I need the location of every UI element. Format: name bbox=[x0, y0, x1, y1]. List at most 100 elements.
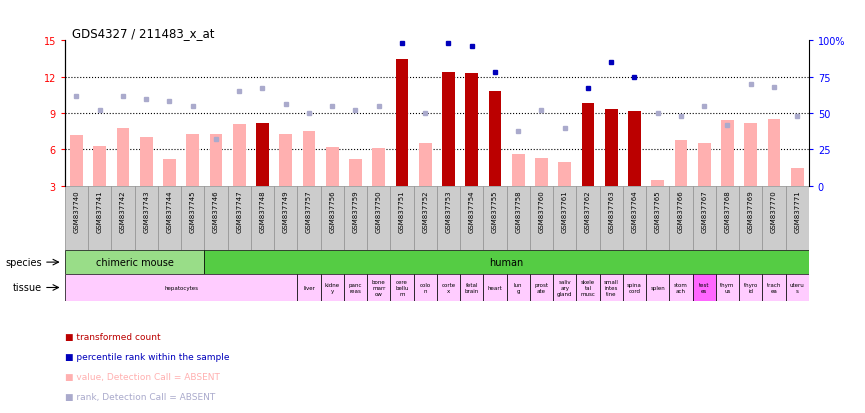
Bar bbox=[279, 134, 292, 186]
Bar bbox=[274, 186, 298, 251]
Text: colo
n: colo n bbox=[420, 282, 431, 293]
Bar bbox=[791, 168, 804, 186]
Bar bbox=[670, 186, 693, 251]
Bar bbox=[767, 120, 780, 186]
Text: GSM837743: GSM837743 bbox=[144, 190, 150, 232]
Text: GSM837754: GSM837754 bbox=[469, 190, 475, 232]
Text: GSM837749: GSM837749 bbox=[283, 190, 289, 232]
Text: ■ percentile rank within the sample: ■ percentile rank within the sample bbox=[65, 352, 229, 361]
Bar bbox=[465, 74, 478, 186]
Text: liver: liver bbox=[303, 285, 315, 290]
Bar bbox=[298, 274, 321, 301]
Text: GSM837748: GSM837748 bbox=[260, 190, 266, 232]
Text: GSM837740: GSM837740 bbox=[74, 190, 80, 232]
Bar bbox=[651, 180, 664, 186]
Bar bbox=[599, 274, 623, 301]
Bar bbox=[419, 144, 432, 186]
Text: uteru
s: uteru s bbox=[790, 282, 804, 293]
Bar bbox=[117, 128, 130, 186]
Bar bbox=[70, 135, 83, 186]
Bar bbox=[623, 186, 646, 251]
Bar bbox=[512, 155, 524, 186]
Bar bbox=[344, 274, 367, 301]
Bar bbox=[303, 132, 316, 186]
Text: GSM837753: GSM837753 bbox=[445, 190, 452, 232]
Text: species: species bbox=[5, 257, 42, 268]
Text: GSM837755: GSM837755 bbox=[492, 190, 498, 232]
Text: stom
ach: stom ach bbox=[674, 282, 688, 293]
Text: GSM837751: GSM837751 bbox=[399, 190, 405, 232]
Bar bbox=[204, 186, 227, 251]
Bar bbox=[744, 123, 757, 186]
Bar bbox=[88, 186, 112, 251]
Bar bbox=[437, 186, 460, 251]
Text: GSM837761: GSM837761 bbox=[561, 190, 567, 232]
Bar bbox=[204, 251, 809, 274]
Bar bbox=[581, 104, 594, 186]
Text: ■ rank, Detection Call = ABSENT: ■ rank, Detection Call = ABSENT bbox=[65, 392, 215, 401]
Bar bbox=[693, 186, 716, 251]
Bar bbox=[158, 186, 181, 251]
Bar bbox=[739, 186, 762, 251]
Bar bbox=[507, 186, 530, 251]
Text: GSM837771: GSM837771 bbox=[794, 190, 800, 232]
Bar bbox=[721, 121, 734, 186]
Text: spina
cord: spina cord bbox=[627, 282, 642, 293]
Bar bbox=[321, 274, 344, 301]
Text: GSM837760: GSM837760 bbox=[538, 190, 544, 232]
Bar bbox=[693, 274, 716, 301]
Text: heart: heart bbox=[488, 285, 503, 290]
Bar bbox=[186, 134, 199, 186]
Text: corte
x: corte x bbox=[441, 282, 456, 293]
Text: GSM837768: GSM837768 bbox=[724, 190, 730, 232]
Text: ■ value, Detection Call = ABSENT: ■ value, Detection Call = ABSENT bbox=[65, 372, 220, 381]
Bar bbox=[367, 274, 390, 301]
Bar bbox=[460, 274, 484, 301]
Text: GSM837762: GSM837762 bbox=[585, 190, 591, 232]
Text: GSM837741: GSM837741 bbox=[97, 190, 103, 232]
Bar bbox=[395, 59, 408, 186]
Bar bbox=[739, 274, 762, 301]
Bar bbox=[623, 274, 646, 301]
Text: trach
ea: trach ea bbox=[766, 282, 781, 293]
Bar bbox=[390, 274, 413, 301]
Bar bbox=[227, 186, 251, 251]
Bar bbox=[646, 186, 670, 251]
Bar bbox=[535, 159, 548, 186]
Text: prost
ate: prost ate bbox=[535, 282, 548, 293]
Text: GSM837764: GSM837764 bbox=[631, 190, 638, 232]
Bar bbox=[599, 186, 623, 251]
Bar bbox=[367, 186, 390, 251]
Bar bbox=[349, 160, 362, 186]
Bar bbox=[390, 186, 413, 251]
Bar bbox=[489, 92, 502, 186]
Bar bbox=[484, 274, 507, 301]
Text: GSM837752: GSM837752 bbox=[422, 190, 428, 232]
Text: human: human bbox=[490, 257, 523, 268]
Bar bbox=[344, 186, 367, 251]
Text: GSM837759: GSM837759 bbox=[352, 190, 358, 232]
Text: kidne
y: kidne y bbox=[324, 282, 340, 293]
Text: GSM837769: GSM837769 bbox=[747, 190, 753, 232]
Text: skele
tal
musc: skele tal musc bbox=[580, 280, 595, 296]
Bar bbox=[209, 134, 222, 186]
Bar bbox=[256, 123, 269, 186]
Bar bbox=[675, 140, 688, 186]
Bar bbox=[437, 274, 460, 301]
Bar bbox=[135, 186, 158, 251]
Bar bbox=[716, 274, 739, 301]
Bar bbox=[251, 186, 274, 251]
Text: test
es: test es bbox=[699, 282, 709, 293]
Bar bbox=[65, 186, 88, 251]
Text: splen: splen bbox=[650, 285, 665, 290]
Text: chimeric mouse: chimeric mouse bbox=[96, 257, 174, 268]
Bar bbox=[65, 274, 298, 301]
Text: GSM837763: GSM837763 bbox=[608, 190, 614, 232]
Text: fetal
brain: fetal brain bbox=[465, 282, 479, 293]
Bar bbox=[670, 274, 693, 301]
Bar bbox=[326, 148, 338, 186]
Text: GSM837750: GSM837750 bbox=[375, 190, 381, 232]
Bar bbox=[298, 186, 321, 251]
Bar bbox=[507, 274, 530, 301]
Text: GSM837742: GSM837742 bbox=[120, 190, 126, 232]
